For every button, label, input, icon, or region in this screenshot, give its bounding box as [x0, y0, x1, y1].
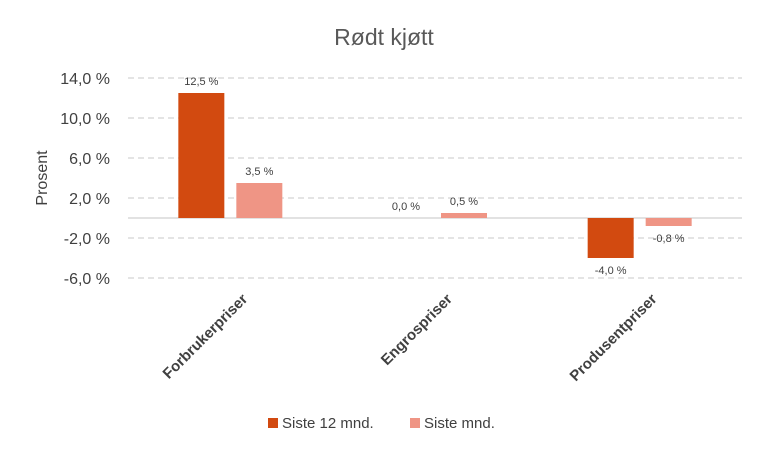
- data-label: 12,5 %: [184, 76, 218, 88]
- y-tick-label: 2,0 %: [69, 191, 110, 208]
- legend-swatch: [410, 418, 420, 428]
- category-label-engrospriser: Engrospriser: [378, 291, 456, 369]
- bar-forbrukerpriser-siste-12-mnd: [178, 93, 225, 218]
- data-label: 0,0 %: [392, 201, 420, 213]
- data-label: -0,8 %: [653, 233, 685, 245]
- data-labels: 12,5 % 3,5 % 0,0 % 0,5 % -4,0 % -0,8 %: [184, 76, 685, 277]
- category-label-forbrukerpriser: Forbrukerpriser: [160, 291, 252, 383]
- bar-produsentpriser-siste-12-mnd: [587, 218, 634, 258]
- legend-label: Siste 12 mnd.: [282, 415, 374, 432]
- bars: [178, 93, 692, 258]
- category-label-produsentpriser: Produsentpriser: [567, 291, 661, 385]
- y-axis-ticks: 14,0 % 10,0 % 6,0 % 2,0 % -2,0 % -6,0 %: [60, 71, 110, 288]
- y-tick-label: 6,0 %: [69, 151, 110, 168]
- y-tick-label: -2,0 %: [64, 231, 110, 248]
- y-tick-label: 10,0 %: [60, 111, 110, 128]
- legend-item-siste-12-mnd: Siste 12 mnd.: [268, 415, 374, 432]
- bar-forbrukerpriser-siste-mnd: [236, 183, 283, 218]
- legend: Siste 12 mnd. Siste mnd.: [268, 415, 495, 432]
- y-axis-label: Prosent: [34, 150, 51, 206]
- data-label: 0,5 %: [450, 196, 478, 208]
- y-tick-label: -6,0 %: [64, 271, 110, 288]
- bar-engrospriser-siste-mnd: [441, 213, 487, 218]
- legend-swatch: [268, 418, 278, 428]
- category-labels: Forbrukerpriser Engrospriser Produsentpris…: [160, 291, 661, 385]
- legend-item-siste-mnd: Siste mnd.: [410, 415, 495, 432]
- chart-title: Rødt kjøtt: [334, 24, 434, 50]
- legend-label: Siste mnd.: [424, 415, 495, 432]
- y-tick-label: 14,0 %: [60, 71, 110, 88]
- gridlines: [128, 77, 742, 279]
- bar-produsentpriser-siste-mnd: [645, 218, 692, 226]
- data-label: 3,5 %: [245, 166, 273, 178]
- data-label: -4,0 %: [595, 265, 627, 277]
